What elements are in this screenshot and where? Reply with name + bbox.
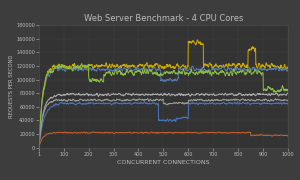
OpenLiteSpeed [236,72,240,74]
Apache [236,132,240,134]
OpenLiteSpeed [37,147,41,149]
Nginx Stable [286,68,290,70]
Apache [92,131,96,133]
Nginx Stable [138,64,142,66]
Varnish [286,99,290,101]
Nginx Mainline [190,65,194,67]
Apache [138,131,142,134]
Cherokee [138,102,142,104]
Cherokee [236,102,240,104]
Cherokee [37,146,41,148]
Apache [37,145,41,147]
Lighttpd [208,93,212,95]
Lighttpd [147,93,151,96]
OpenLiteSpeed [286,89,290,91]
Varnish [236,98,240,100]
Nginx Mainline [147,67,151,69]
OpenLiteSpeed [138,71,142,73]
Cherokee [142,101,146,103]
Nginx Mainline [286,68,290,71]
Varnish [147,100,151,102]
Apache [147,132,151,134]
Line: Cherokee: Cherokee [39,102,288,147]
Lighttpd [236,94,239,96]
OpenLiteSpeed [147,70,151,72]
Title: Web Server Benchmark - 4 CPU Cores: Web Server Benchmark - 4 CPU Cores [84,14,243,23]
Nginx Mainline [63,69,66,71]
Nginx Stable [37,144,41,146]
OpenLiteSpeed [232,70,235,72]
Nginx Mainline [232,68,235,70]
Line: Nginx Stable: Nginx Stable [39,40,288,145]
Cherokee [208,102,212,104]
Apache [63,131,66,133]
OpenLiteSpeed [63,66,66,68]
Varnish [146,98,149,100]
Cherokee [63,103,66,105]
Nginx Stable [232,63,235,66]
Lighttpd [37,147,41,149]
X-axis label: CONCURRENT CONNECTIONS: CONCURRENT CONNECTIONS [117,159,210,165]
Nginx Stable [147,66,151,68]
Nginx Mainline [208,70,212,73]
Line: Nginx Mainline: Nginx Mainline [39,66,288,148]
Nginx Mainline [138,69,142,71]
Line: OpenLiteSpeed: OpenLiteSpeed [39,64,288,148]
Nginx Mainline [236,67,240,69]
Apache [208,132,212,134]
Lighttpd [138,94,142,96]
Lighttpd [231,94,235,96]
Nginx Mainline [37,147,41,149]
Line: Lighttpd: Lighttpd [39,93,288,148]
Varnish [138,98,142,100]
Cherokee [232,102,235,104]
Cherokee [147,103,151,105]
Lighttpd [63,94,66,96]
Lighttpd [286,92,290,94]
Nginx Stable [236,63,240,65]
Varnish [208,100,212,102]
Line: Apache: Apache [39,132,288,146]
Nginx Stable [63,64,66,67]
Apache [232,132,235,134]
Varnish [37,144,41,147]
Varnish [232,98,235,101]
Line: Varnish: Varnish [39,99,288,145]
Nginx Stable [196,39,199,41]
Apache [286,135,290,137]
Varnish [63,98,66,101]
Cherokee [286,103,290,105]
OpenLiteSpeed [87,63,90,65]
Nginx Stable [208,63,212,66]
OpenLiteSpeed [208,71,212,73]
Y-axis label: REQUESTS PER SECOND: REQUESTS PER SECOND [8,55,13,118]
